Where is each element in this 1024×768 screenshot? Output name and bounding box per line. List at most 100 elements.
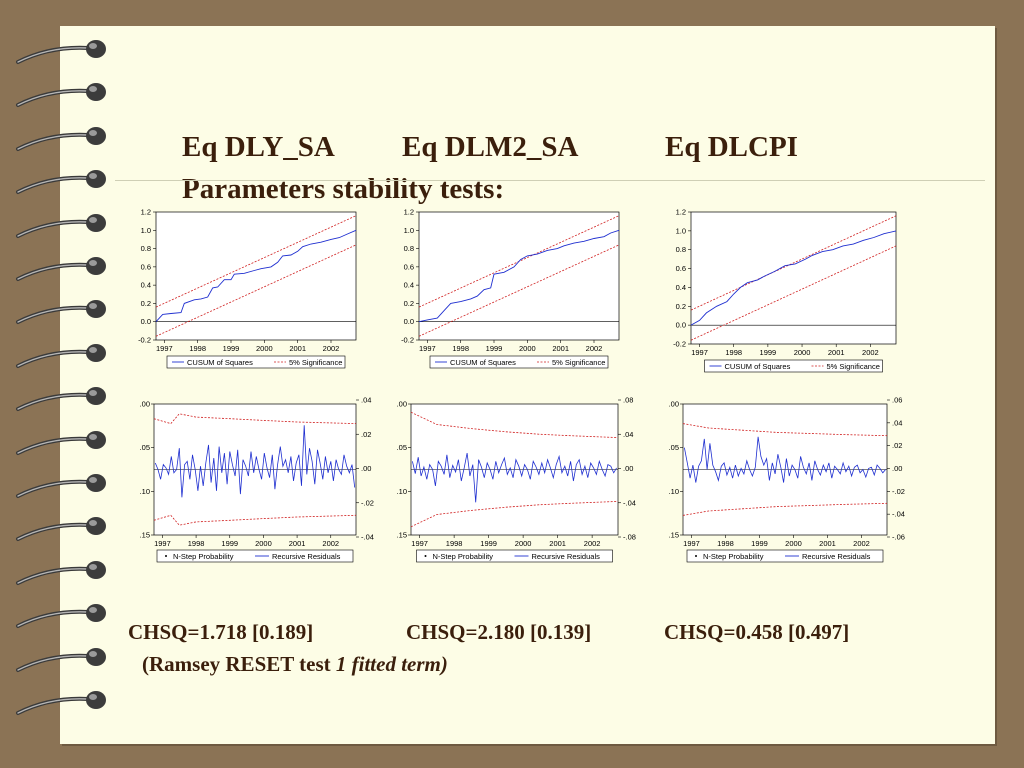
x-tick-label: 1997	[691, 348, 708, 357]
y-tick-label: 0.0	[404, 317, 414, 326]
binding-ring	[16, 343, 106, 368]
x-tick-label: 2002	[584, 539, 601, 548]
x-tick-label: 2000	[515, 539, 532, 548]
left-tick-label: .05	[669, 443, 679, 452]
right-tick-label: -.06	[892, 533, 905, 542]
x-tick-label: 2001	[828, 348, 845, 357]
x-tick-label: 1998	[446, 539, 463, 548]
right-tick-label: -.02	[361, 498, 374, 507]
residual-chart-dly: .00 .05 .10 .15 .04 .02 .00 -.02 -.04 1997 1998 199…	[140, 396, 374, 563]
binding-ring	[16, 560, 106, 585]
cusum-series-line	[155, 229, 357, 323]
x-tick-label: 2002	[322, 539, 339, 548]
binding-ring	[16, 83, 106, 108]
chisq-stats: CHSQ=1.718 [0.189] CHSQ=2.180 [0.139] CH…	[128, 620, 849, 720]
left-tick-label: .15	[397, 531, 407, 540]
plot-area	[418, 211, 620, 341]
x-tick-label: 1997	[419, 344, 436, 353]
binding-ring	[16, 430, 106, 455]
cusum-series-line	[690, 230, 897, 326]
lower-significance-line	[155, 244, 357, 337]
lower-band-line	[410, 501, 619, 528]
eq-label-dlm2: Eq DLM2_SA	[402, 131, 579, 163]
legend-swatch-nstep	[695, 555, 697, 557]
y-tick-label: 0.8	[676, 245, 686, 254]
title-line-1: Parameters stability tests:	[182, 173, 505, 205]
right-tick-label: .04	[361, 396, 371, 405]
y-tick-label: -0.2	[673, 340, 686, 349]
y-tick-label: 0.0	[141, 317, 151, 326]
y-tick-label: 1.0	[141, 226, 151, 235]
x-tick-label: 1998	[717, 539, 734, 548]
y-tick-label: 1.2	[676, 208, 686, 217]
lower-band-line	[153, 514, 357, 526]
y-tick-label: 1.0	[676, 226, 686, 235]
x-tick-label: 2002	[862, 348, 879, 357]
right-tick-label: -.04	[361, 533, 374, 542]
x-tick-label: 2001	[819, 539, 836, 548]
x-tick-label: 1997	[683, 539, 700, 548]
stat-dlm2: CHSQ=2.180 [0.139]	[406, 620, 592, 644]
x-tick-label: 2000	[519, 344, 536, 353]
right-tick-label: -.02	[892, 487, 905, 496]
x-tick-label: 2000	[785, 539, 802, 548]
x-tick-label: 1998	[725, 348, 742, 357]
legend-swatch-nstep	[424, 555, 427, 557]
y-tick-label: 0.4	[676, 283, 686, 292]
x-tick-label: 2001	[549, 539, 566, 548]
cusum-chart-dlm2: 1.2 1.0 0.8 0.6 0.4 0.2 0.0 -0.2 1997 1998 1999 200…	[401, 208, 620, 369]
legend-label-residuals: Recursive Residuals	[802, 552, 871, 561]
lower-significance-line	[418, 244, 620, 337]
right-tick-label: .04	[623, 430, 633, 439]
ramsey-prefix: (Ramsey RESET test	[142, 652, 336, 676]
plot-area	[690, 211, 897, 345]
residual-chart-dlm2: .00 .05 .10 .15 .08 .04 .00 -.04 -.08 1997 1998 199…	[397, 396, 636, 563]
x-tick-label: 1997	[156, 344, 173, 353]
y-tick-label: 1.2	[404, 208, 414, 217]
upper-band-line	[682, 423, 888, 437]
eq-label-dly: Eq DLY_SA	[182, 131, 335, 163]
x-tick-label: 2002	[586, 344, 603, 353]
legend-label-cusum: CUSUM of Squares	[187, 358, 253, 367]
binding-ring	[16, 126, 106, 151]
y-tick-label: -0.2	[138, 336, 151, 345]
binding-ring	[16, 517, 106, 542]
plot-area	[155, 211, 357, 341]
legend-label-cusum: CUSUM of Squares	[450, 358, 516, 367]
y-tick-label: 0.6	[404, 262, 414, 271]
cusum-chart-dlcpi: 1.2 1.0 0.8 0.6 0.4 0.2 0.0 -0.2 1997 1998 1999 200…	[673, 208, 897, 373]
y-tick-label: 0.6	[676, 264, 686, 273]
right-tick-label: -.04	[892, 510, 905, 519]
lower-band-line	[682, 502, 888, 516]
left-tick-label: .05	[140, 443, 150, 452]
x-tick-label: 2002	[323, 344, 340, 353]
legend-label-nstep: N-Step Probability	[703, 552, 764, 561]
x-tick-label: 1997	[154, 539, 171, 548]
legend-label-residuals: Recursive Residuals	[532, 552, 601, 561]
left-tick-label: .05	[397, 443, 407, 452]
y-tick-label: -0.2	[401, 336, 414, 345]
x-tick-label: 2002	[853, 539, 870, 548]
right-tick-label: .08	[623, 396, 633, 405]
binding-ring	[16, 213, 106, 238]
legend-box	[429, 355, 609, 369]
x-tick-label: 1999	[760, 348, 777, 357]
binding-ring	[16, 387, 106, 412]
binding-ring	[16, 474, 106, 498]
y-tick-label: 0.8	[141, 244, 151, 253]
binding-ring	[16, 300, 106, 325]
legend-label-residuals: Recursive Residuals	[272, 552, 341, 561]
binding-ring	[16, 647, 106, 672]
y-tick-label: 0.4	[141, 281, 151, 290]
x-tick-label: 2001	[289, 539, 306, 548]
x-tick-label: 1999	[480, 539, 497, 548]
legend-swatch-nstep	[165, 555, 167, 557]
left-tick-label: .00	[140, 400, 150, 409]
legend-label-significance: 5% Significance	[552, 358, 605, 367]
left-tick-label: .10	[669, 487, 679, 496]
x-tick-label: 2000	[794, 348, 811, 357]
y-tick-label: 0.0	[676, 321, 686, 330]
recursive-residuals-line	[684, 436, 886, 483]
cusum-series-line	[418, 229, 620, 323]
recursive-residuals-line	[412, 453, 617, 503]
